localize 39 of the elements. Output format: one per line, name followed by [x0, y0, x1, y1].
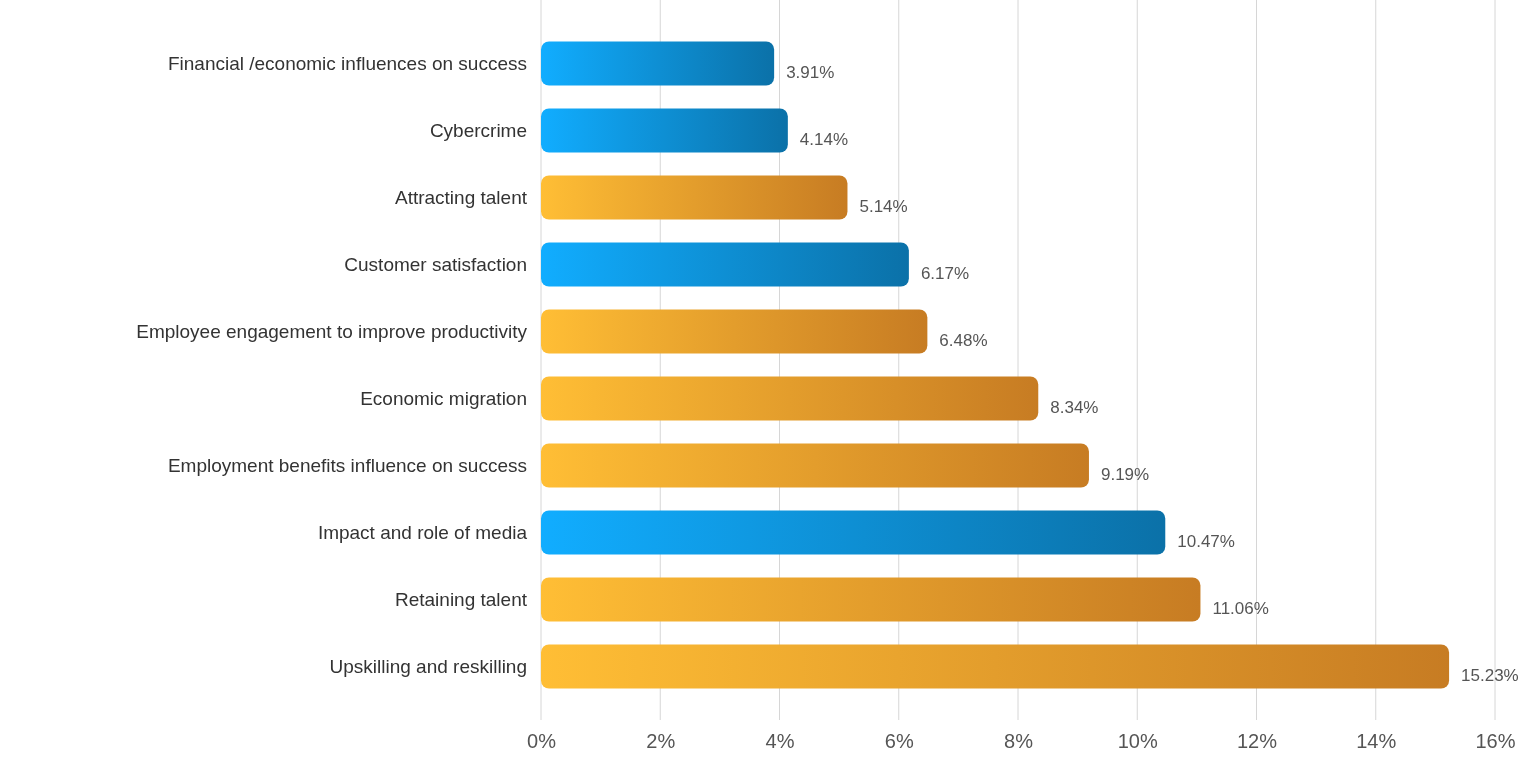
- y-tick-label: Employment benefits influence on success: [167, 454, 527, 476]
- x-tick-label: 14%: [1356, 730, 1397, 753]
- data-label: 4.14%: [799, 129, 849, 149]
- y-tick-label: Financial /economic influences on success: [167, 52, 527, 74]
- x-tick-label: 2%: [646, 730, 676, 753]
- data-label: 15.23%: [1461, 665, 1519, 685]
- bar: [541, 443, 1089, 488]
- x-tick-label: 6%: [884, 730, 914, 753]
- x-tick-label: 8%: [1004, 730, 1034, 753]
- x-tick-label: 10%: [1117, 730, 1158, 753]
- x-tick-label: 16%: [1475, 730, 1516, 753]
- data-label: 5.14%: [859, 196, 908, 216]
- y-tick-label: Upskilling and reskilling: [329, 655, 527, 677]
- bar: [541, 644, 1450, 689]
- y-tick-label: Attracting talent: [394, 186, 528, 208]
- x-tick-label: 12%: [1236, 730, 1278, 753]
- data-label: 10.47%: [1177, 531, 1235, 551]
- data-label: 8.34%: [1050, 397, 1099, 417]
- y-tick-label: Cybercrime: [429, 119, 527, 141]
- data-label: 6.48%: [939, 330, 988, 350]
- x-tick-label: 4%: [765, 730, 795, 753]
- bar: [541, 510, 1166, 555]
- bar: [541, 309, 928, 354]
- bar: [541, 577, 1201, 622]
- y-tick-label: Economic migration: [360, 387, 527, 409]
- data-label: 11.06%: [1212, 598, 1269, 618]
- y-tick-label: Employee engagement to improve productivity: [136, 320, 528, 342]
- data-label: 9.19%: [1100, 464, 1150, 484]
- x-tick-label: 0%: [527, 730, 557, 753]
- bar: [541, 242, 909, 287]
- y-tick-label: Customer satisfaction: [344, 253, 527, 275]
- data-label: 6.17%: [920, 263, 970, 283]
- y-tick-label: Impact and role of media: [317, 521, 528, 543]
- y-tick-label: Retaining talent: [394, 588, 528, 610]
- bar: [541, 175, 848, 220]
- bar: [541, 376, 1039, 421]
- bar: [541, 108, 788, 153]
- bar: [541, 41, 775, 86]
- data-label: 3.91%: [786, 62, 835, 82]
